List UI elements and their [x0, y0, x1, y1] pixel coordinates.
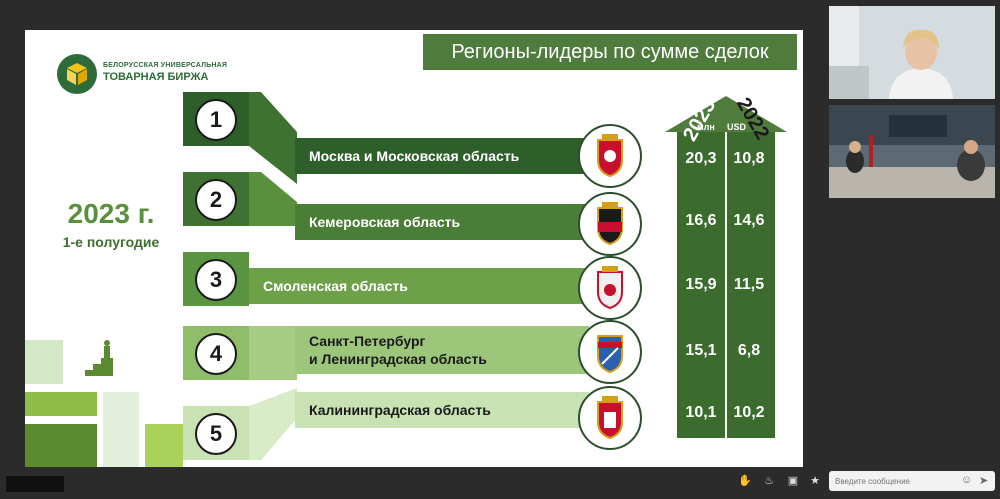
slide-title: Регионы-лидеры по сумме сделок: [423, 34, 797, 70]
region-name-4-line1: Санкт-Петербург: [309, 333, 426, 349]
value-2022-row5: 10,2: [733, 404, 765, 421]
rank-box-3: 3: [183, 252, 249, 306]
kemerovo-oblast-emblem-icon: [578, 192, 642, 256]
value-2023-row4: 15,1: [685, 342, 717, 359]
connector-4: [249, 326, 297, 380]
leningrad-oblast-emblem-icon: [578, 320, 642, 384]
reaction-flame-icon[interactable]: ♨: [764, 475, 774, 487]
favorite-star-icon[interactable]: ★: [810, 475, 820, 487]
rank-box-1: 1: [183, 92, 249, 146]
logo-text-line1: БЕЛОРУССКАЯ УНИВЕРСАЛЬНАЯ: [103, 62, 228, 69]
value-2022-row2: 14,6: [733, 212, 765, 229]
room-video-feed-icon: [829, 105, 995, 198]
connector-1: [249, 92, 297, 184]
kaliningrad-oblast-emblem-icon: [578, 386, 642, 450]
connector-5: [249, 388, 297, 460]
year-label: 2023 г.: [67, 198, 155, 229]
value-2023-row5: 10,1: [685, 404, 717, 421]
chat-bar: ☺ ➤: [829, 471, 995, 491]
video-tile-speaker[interactable]: [829, 6, 995, 99]
value-2023-row3: 15,9: [685, 276, 717, 293]
chat-message-input[interactable]: [829, 471, 995, 491]
rank-number-2: 2: [195, 179, 237, 221]
smolensk-oblast-emblem-icon: [578, 256, 642, 320]
region-name-4-line2: и Ленинградская область: [309, 351, 487, 367]
moscow-oblast-emblem-icon: [578, 124, 642, 188]
value-2023-row2: 16,6: [685, 212, 717, 229]
connector-2: [249, 172, 297, 226]
conference-brand-logo: [6, 476, 64, 492]
speaker-video-feed-icon: [829, 6, 995, 99]
rank-box-4: 4: [183, 326, 249, 380]
emoji-icon[interactable]: ☺: [961, 474, 973, 486]
exchange-logo-icon: [57, 54, 97, 94]
unit-usd-label: USD: [727, 122, 747, 132]
rank-box-5: 5: [183, 406, 249, 460]
value-2022-row4: 6,8: [737, 342, 761, 359]
value-2023-row1: 20,3: [685, 150, 717, 167]
video-tile-room[interactable]: [829, 105, 995, 198]
unit-mln-label: млн: [697, 122, 715, 132]
value-2022-row3: 11,5: [733, 276, 765, 293]
screen-layout-icon[interactable]: ▣: [787, 475, 799, 487]
rank-number-3: 3: [195, 259, 237, 301]
region-name-1: Москва и Московская область: [295, 138, 589, 174]
region-name-2: Кемеровская область: [295, 204, 589, 240]
region-name-4: Санкт-Петербург и Ленинградская область: [295, 326, 589, 374]
half-year-label: 1-е полугодие: [62, 234, 160, 250]
values-arrow-shape: [665, 96, 787, 438]
rank-box-2: 2: [183, 172, 249, 226]
logo-text-line2: ТОВАРНАЯ БИРЖА: [103, 71, 209, 83]
presentation-slide: Регионы-лидеры по сумме сделок БЕЛОРУССК…: [25, 30, 803, 467]
stairs-decoration: [25, 340, 185, 467]
value-2022-row1: 10,8: [733, 150, 765, 167]
send-icon[interactable]: ➤: [979, 475, 989, 487]
region-name-3: Смоленская область: [249, 268, 589, 304]
rank-number-5: 5: [195, 413, 237, 455]
rank-number-1: 1: [195, 99, 237, 141]
person-on-stairs-icon: [85, 340, 113, 376]
region-name-5: Калининградская область: [295, 392, 589, 428]
raise-hand-icon[interactable]: ✋: [738, 475, 752, 487]
rank-number-4: 4: [195, 333, 237, 375]
